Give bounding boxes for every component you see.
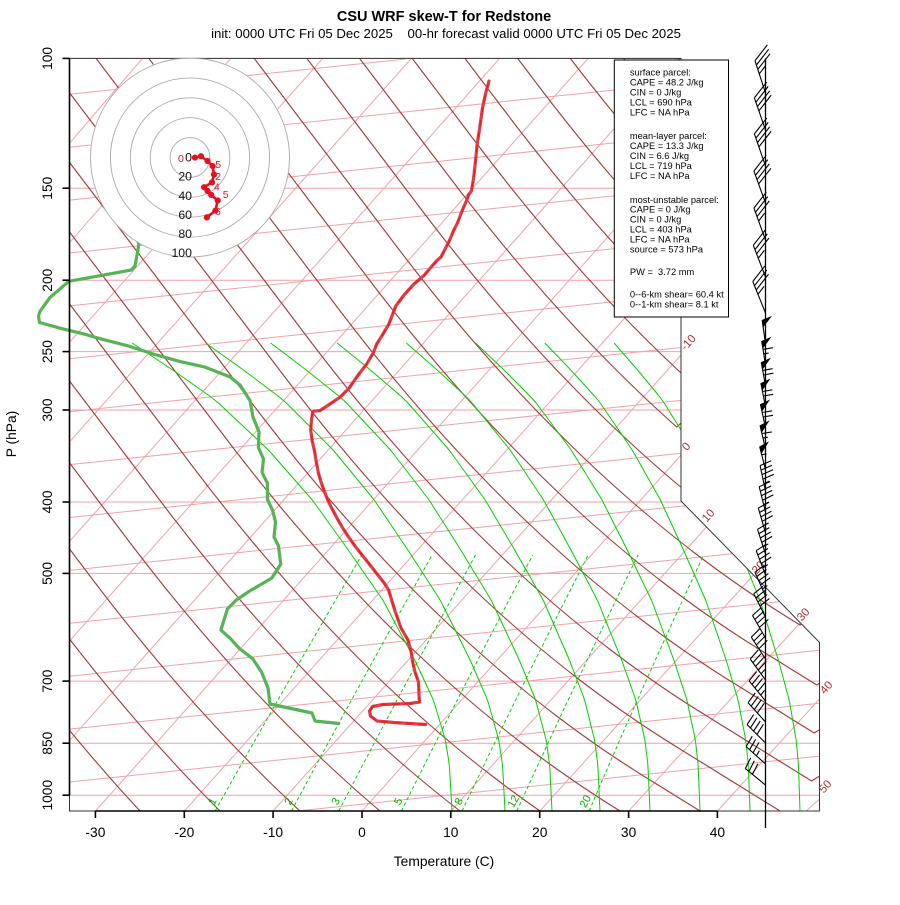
svg-text:CIN = 0 J/kg: CIN = 0 J/kg <box>630 215 681 225</box>
svg-text:150: 150 <box>40 176 55 199</box>
svg-text:LFC = NA hPa: LFC = NA hPa <box>630 235 691 245</box>
svg-text:4: 4 <box>214 182 220 194</box>
svg-text:6: 6 <box>215 206 221 218</box>
svg-text:700: 700 <box>40 669 55 692</box>
svg-text:LCL = 403 hPa: LCL = 403 hPa <box>630 225 693 235</box>
svg-text:LCL = 719 hPa: LCL = 719 hPa <box>630 161 693 171</box>
svg-text:CAPE = 13.3 J/kg: CAPE = 13.3 J/kg <box>630 141 704 151</box>
svg-text:20: 20 <box>578 793 594 809</box>
svg-text:source = 573 hPa: source = 573 hPa <box>630 245 704 255</box>
svg-text:surface parcel:: surface parcel: <box>630 68 691 78</box>
svg-text:20: 20 <box>532 825 548 840</box>
svg-text:0: 0 <box>178 153 184 165</box>
svg-text:80: 80 <box>178 227 192 241</box>
svg-text:LCL = 690 hPa: LCL = 690 hPa <box>630 97 693 107</box>
svg-text:LFC = NA hPa: LFC = NA hPa <box>630 171 691 181</box>
svg-text:30: 30 <box>621 825 637 840</box>
svg-text:250: 250 <box>40 340 55 363</box>
svg-text:2: 2 <box>215 171 221 183</box>
svg-text:8: 8 <box>453 796 466 807</box>
svg-text:300: 300 <box>40 398 55 421</box>
svg-text:200: 200 <box>40 268 55 291</box>
svg-text:-30: -30 <box>85 825 105 840</box>
svg-text:400: 400 <box>40 490 55 513</box>
svg-text:5: 5 <box>392 796 405 807</box>
svg-text:20: 20 <box>178 170 192 184</box>
svg-text:2: 2 <box>282 796 295 807</box>
svg-text:100: 100 <box>40 47 55 70</box>
svg-text:40: 40 <box>710 825 726 840</box>
svg-text:40: 40 <box>178 189 192 203</box>
svg-text:PW = 3.72 mm: PW = 3.72 mm <box>630 267 695 277</box>
svg-text:12: 12 <box>506 793 522 809</box>
svg-text:3: 3 <box>330 796 343 807</box>
svg-text:Temperature (C): Temperature (C) <box>394 854 494 869</box>
svg-text:CAPE = 0 J/kg: CAPE = 0 J/kg <box>630 205 691 215</box>
svg-text:-20: -20 <box>174 825 194 840</box>
svg-text:P (hPa): P (hPa) <box>4 411 19 458</box>
svg-text:0: 0 <box>185 151 192 165</box>
svg-text:-10: -10 <box>263 825 283 840</box>
svg-text:LFC = NA hPa: LFC = NA hPa <box>630 108 691 118</box>
svg-text:10: 10 <box>443 825 459 840</box>
svg-text:0: 0 <box>358 825 366 840</box>
svg-text:5: 5 <box>215 159 221 171</box>
svg-text:0--6-km shear= 60.4 kt: 0--6-km shear= 60.4 kt <box>630 289 724 299</box>
svg-text:CIN = 0 J/kg: CIN = 0 J/kg <box>630 87 681 97</box>
svg-text:1: 1 <box>206 796 219 807</box>
svg-text:CIN = 6.6 J/kg: CIN = 6.6 J/kg <box>630 151 689 161</box>
svg-text:most-unstable parcel:: most-unstable parcel: <box>630 195 719 205</box>
svg-text:mean-layer parcel:: mean-layer parcel: <box>630 131 707 141</box>
svg-text:5: 5 <box>223 189 229 201</box>
svg-text:1000: 1000 <box>40 780 55 811</box>
svg-text:CAPE = 48.2 J/kg: CAPE = 48.2 J/kg <box>630 78 704 88</box>
svg-text:100: 100 <box>171 246 192 260</box>
svg-text:CSU WRF skew-T for Redstone: CSU WRF skew-T for Redstone <box>337 9 551 25</box>
svg-text:0--1-km shear= 8.1 kt: 0--1-km shear= 8.1 kt <box>630 299 719 309</box>
svg-text:init: 0000 UTC Fri 05 Dec 2025: init: 0000 UTC Fri 05 Dec 2025 00-hr for… <box>211 26 681 41</box>
svg-text:850: 850 <box>40 731 55 754</box>
svg-text:500: 500 <box>40 562 55 585</box>
svg-text:60: 60 <box>178 208 192 222</box>
